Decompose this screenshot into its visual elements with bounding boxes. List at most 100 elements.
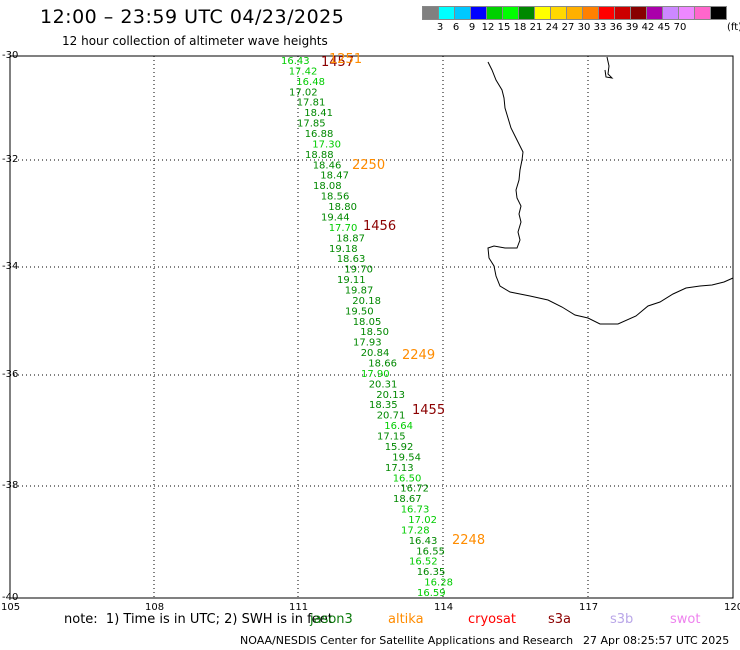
longitude-tick-label: 120 — [724, 602, 740, 613]
wave-height-label: 17.28 — [401, 525, 430, 536]
colorbar-label: 15 — [497, 22, 511, 33]
wave-height-label: 19.87 — [345, 286, 374, 297]
colorbar-label: 33 — [593, 22, 607, 33]
wave-height-label: 16.50 — [393, 473, 422, 484]
colorbar-swatch — [710, 6, 727, 20]
credit-line: NOAA/NESDIS Center for Satellite Applica… — [240, 634, 574, 647]
wave-height-label: 17.30 — [312, 140, 341, 151]
pass-time-label: 1457 — [321, 55, 354, 70]
wave-height-label: 18.08 — [313, 181, 342, 192]
wave-height-label: 17.81 — [297, 98, 326, 109]
map-frame — [9, 55, 734, 599]
wave-height-label: 16.43 — [281, 56, 310, 67]
wave-height-label: 16.59 — [417, 588, 446, 599]
wave-height-label: 16.72 — [400, 484, 429, 495]
wave-height-label: 16.73 — [401, 505, 430, 516]
wave-height-label: 18.87 — [336, 233, 365, 244]
colorbar-label: 45 — [657, 22, 671, 33]
wave-height-label: 16.35 — [417, 567, 446, 578]
wave-height-label: 18.66 — [368, 359, 397, 370]
wave-height-label: 18.80 — [328, 202, 357, 213]
wave-height-label: 20.13 — [376, 390, 405, 401]
wave-height-label: 17.02 — [408, 515, 437, 526]
longitude-tick-label: 117 — [579, 602, 599, 613]
pass-time-label: 1456 — [363, 219, 396, 234]
australia-coastline — [487, 61, 734, 325]
wave-height-label: 16.64 — [384, 421, 413, 432]
wave-height-label: 19.11 — [337, 275, 366, 286]
colorbar-label: 3 — [436, 22, 444, 33]
colorbar-label: 42 — [641, 22, 655, 33]
colorbar-label: 9 — [468, 22, 476, 33]
colorbar-label: 30 — [577, 22, 591, 33]
longitude-tick-label: 105 — [1, 602, 21, 613]
longitude-tick-label: 108 — [145, 602, 165, 613]
colorbar-label: 39 — [625, 22, 639, 33]
pass-time-label: 1455 — [412, 403, 445, 418]
wave-height-label: 18.67 — [393, 494, 422, 505]
colorbar-label: 18 — [513, 22, 527, 33]
wave-height-label: 19.18 — [329, 244, 358, 255]
colorbar-label: 24 — [545, 22, 559, 33]
wave-height-label: 17.93 — [353, 338, 382, 349]
wave-height-label: 16.55 — [416, 546, 445, 557]
satellite-legend-item: altika — [388, 612, 424, 627]
map-subtitle: 12 hour collection of altimeter wave hei… — [62, 34, 328, 48]
footer-note: note: 1) Time is in UTC; 2) SWH is in fe… — [64, 612, 333, 627]
colorbar-label: 70 — [673, 22, 687, 33]
wave-height-label: 20.31 — [369, 379, 398, 390]
generation-timestamp: 27 Apr 08:25:57 UTC 2025 — [583, 634, 730, 647]
satellite-legend-item: cryosat — [468, 612, 516, 627]
longitude-tick-label: 111 — [289, 602, 309, 613]
wave-height-label: 19.54 — [392, 452, 421, 463]
wave-height-label: 15.92 — [385, 442, 414, 453]
wave-height-label: 18.56 — [321, 192, 350, 203]
wave-height-label: 20.18 — [352, 296, 381, 307]
wave-height-label: 16.48 — [296, 77, 325, 88]
wave-height-label: 17.13 — [385, 463, 414, 474]
pass-time-label: 2249 — [402, 348, 435, 363]
satellite-legend-item: s3a — [548, 612, 572, 627]
wave-height-label: 18.63 — [337, 254, 366, 265]
wave-height-label: 18.05 — [353, 317, 382, 328]
satellite-legend-item: swot — [670, 612, 701, 627]
colorbar-label: 36 — [609, 22, 623, 33]
latitude-tick-label: -36 — [2, 369, 19, 380]
wave-height-label: 16.88 — [305, 129, 334, 140]
colorbar-label: 6 — [452, 22, 460, 33]
wave-height-label: 17.70 — [329, 223, 358, 234]
pass-time-label: 2248 — [452, 533, 485, 548]
latitude-tick-label: -40 — [2, 592, 19, 603]
wave-height-label: 20.71 — [377, 411, 406, 422]
wave-height-label: 17.42 — [289, 66, 318, 77]
map-title: 12:00 – 23:59 UTC 04/23/2025 — [40, 6, 345, 28]
wave-height-label: 18.46 — [313, 160, 342, 171]
wave-height-label: 17.85 — [297, 119, 326, 130]
wave-height-label: 18.47 — [320, 171, 349, 182]
wave-height-labels: 16.4317.4216.4817.0217.8118.4117.8516.88… — [281, 56, 453, 599]
latitude-tick-label: -32 — [2, 154, 19, 165]
longitude-tick-label: 114 — [434, 602, 454, 613]
wave-height-label: 17.02 — [289, 87, 318, 98]
wave-height-label: 19.70 — [344, 265, 373, 276]
wave-height-label: 17.15 — [377, 432, 406, 443]
pass-time-label: 1251 — [329, 52, 362, 67]
colorbar-label: 21 — [529, 22, 543, 33]
wave-height-label: 18.35 — [369, 400, 398, 411]
wave-height-label: 20.84 — [361, 348, 390, 359]
wave-height-label: 16.43 — [409, 536, 438, 547]
colorbar-label: 12 — [481, 22, 495, 33]
wave-height-label: 18.88 — [305, 150, 334, 161]
colorbar-label: 27 — [561, 22, 575, 33]
wave-height-label: 16.28 — [424, 578, 453, 589]
map-grid — [10, 56, 733, 598]
latitude-tick-label: -38 — [2, 480, 19, 491]
wave-height-label: 18.41 — [304, 108, 333, 119]
wave-height-label: 19.44 — [321, 213, 350, 224]
pass-time-label: 2250 — [352, 158, 385, 173]
latitude-tick-label: -34 — [2, 261, 19, 272]
satellite-legend-item: s3b — [610, 612, 634, 627]
wave-height-label: 18.50 — [360, 327, 389, 338]
